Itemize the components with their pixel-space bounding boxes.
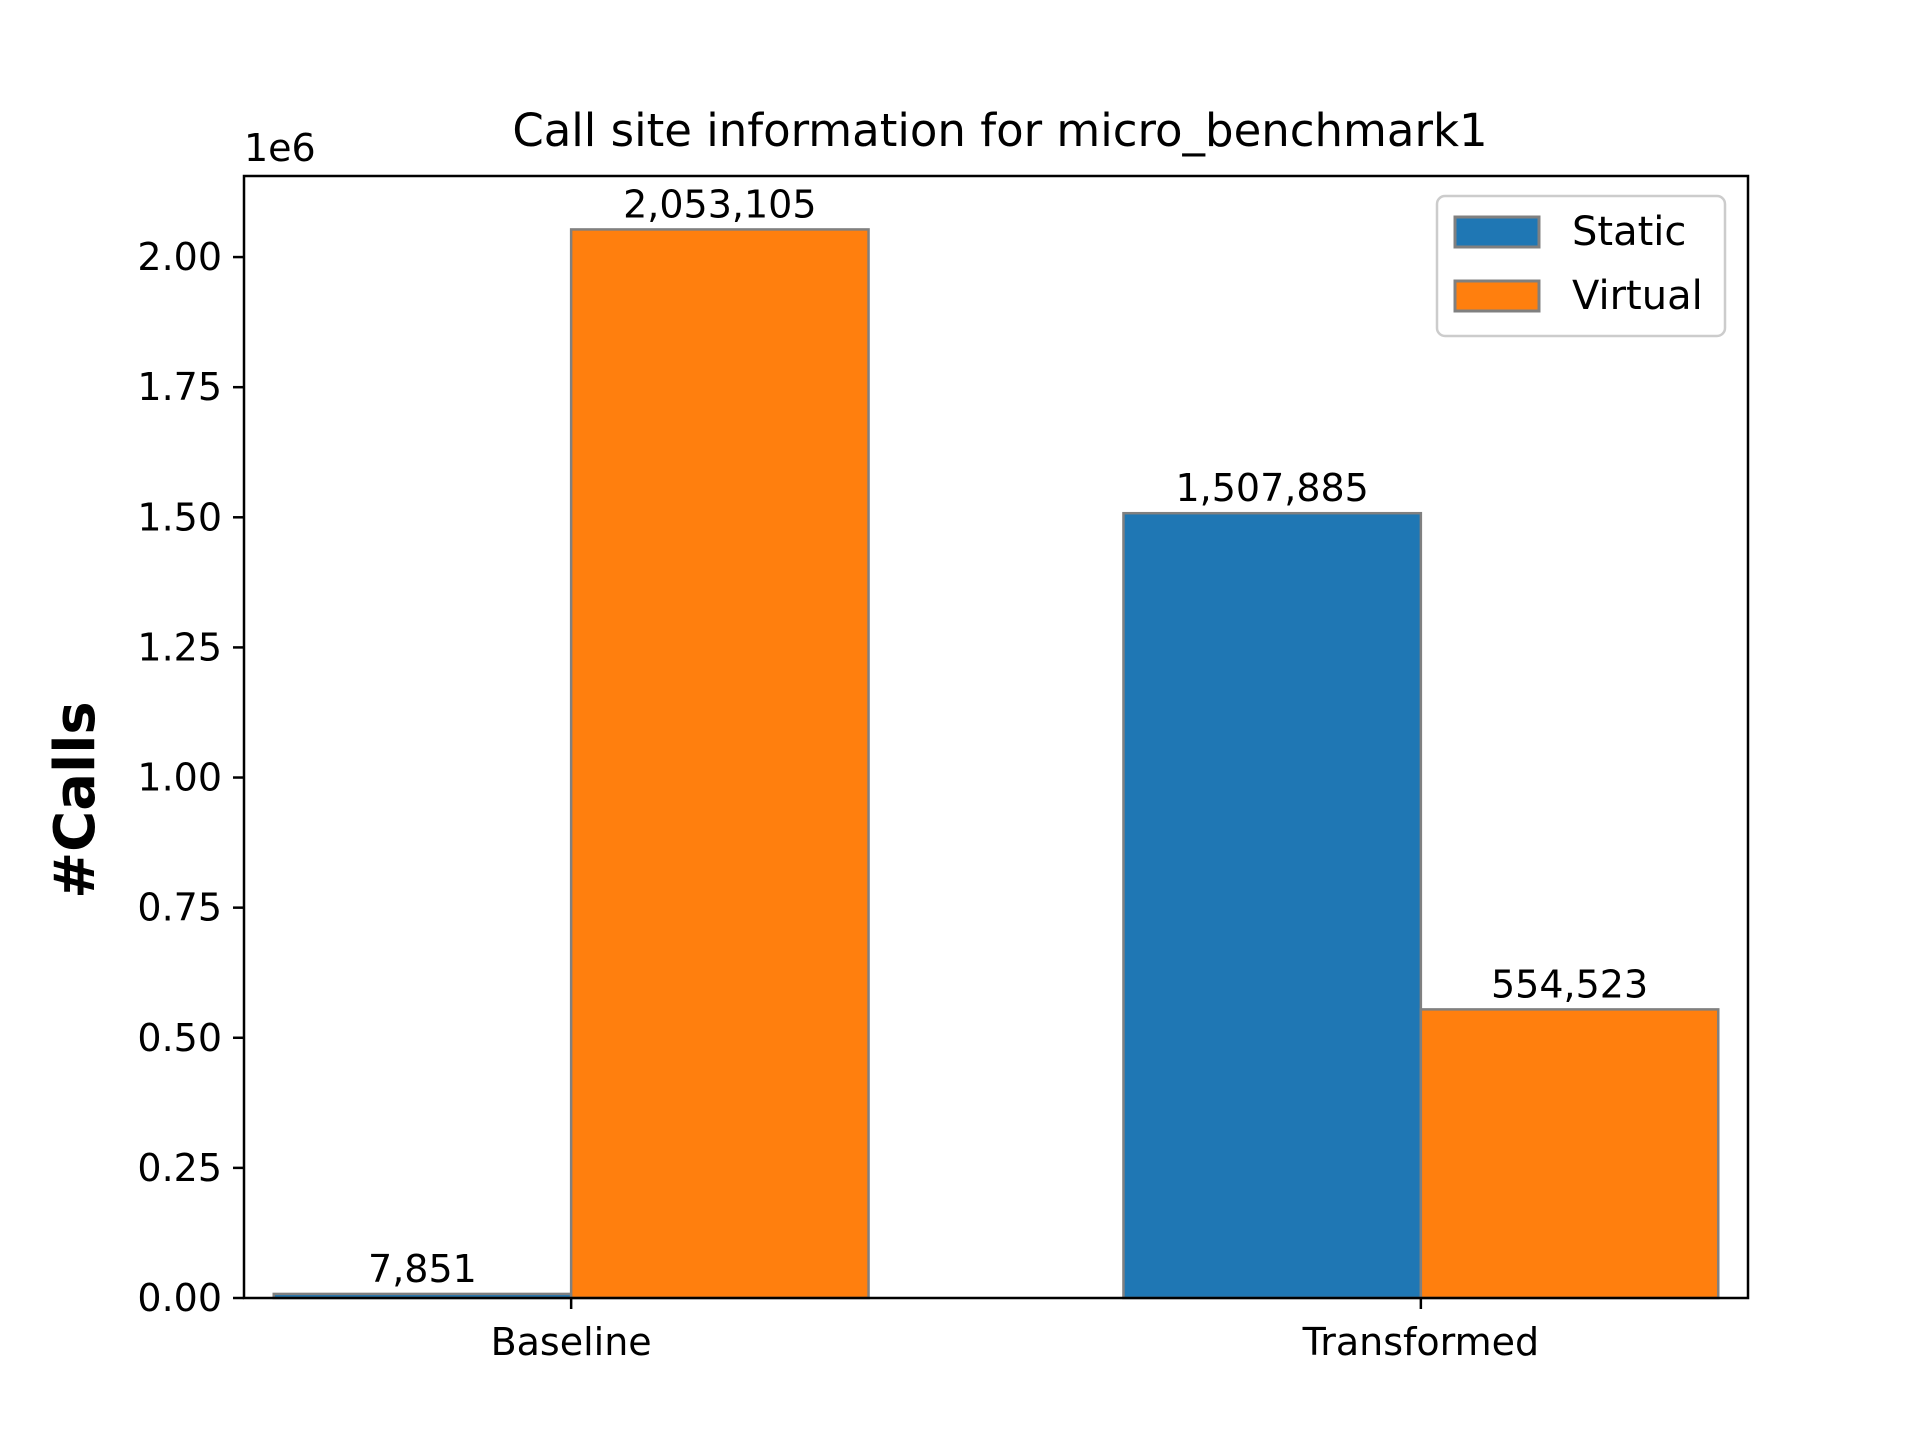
axes-frame [242,174,1750,1300]
y-tick-label: 0.50 [137,1016,222,1060]
y-tick-label: 1.00 [137,756,222,800]
y-tick-label: 1.25 [137,625,222,669]
bar-virtual-transformed [1419,1008,1720,1300]
chart-title: Call site information for micro_benchmar… [512,104,1487,157]
bar-value-label-virtual-transformed: 554,523 [1491,962,1648,1006]
y-tick-label: 2.00 [137,235,222,279]
bar-value-label-static-baseline: 7,851 [368,1247,477,1291]
y-tick-label: 0.75 [137,886,222,930]
bar-value-label-virtual-baseline: 2,053,105 [623,182,816,226]
y-axis-label: #Calls [43,701,108,899]
bar-value-label-static-transformed: 1,507,885 [1175,466,1368,510]
legend-label-virtual: Virtual [1572,273,1703,319]
bar-virtual-baseline [569,228,870,1300]
y-tick-label: 1.75 [137,365,222,409]
x-tick-label-transformed: Transformed [1302,1320,1540,1364]
legend-swatch-virtual [1453,279,1541,313]
x-tick-label-baseline: Baseline [491,1320,652,1364]
y-tick-label: 0.00 [137,1276,222,1320]
y-tick-label: 0.25 [137,1146,222,1190]
value-labels-layer: 7,851 1,507,885 2,053,105 554,523 [368,182,1648,1290]
legend-swatch-static [1453,215,1541,249]
legend-label-static: Static [1572,209,1686,255]
y-axis-ticks: 0.00 0.25 0.50 0.75 1.00 1.25 1.50 1.75 2.00 [137,235,244,1320]
bars-layer [272,228,1720,1300]
legend: Static Virtual [1435,194,1727,338]
bar-static-transformed [1122,511,1423,1300]
y-axis-offset-label: 1e6 [244,126,316,170]
x-axis-ticks: Baseline Transformed [491,1298,1540,1364]
y-tick-label: 1.50 [137,495,222,539]
